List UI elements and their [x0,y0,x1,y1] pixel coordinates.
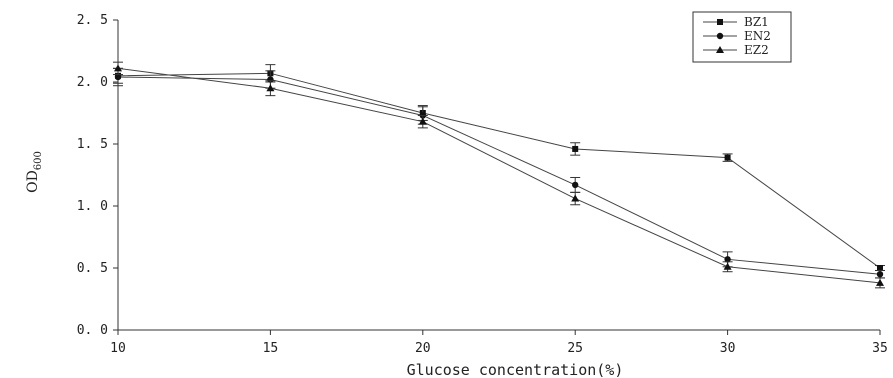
series-line-bz1 [118,73,880,268]
y-tick-label: 1. 5 [77,137,108,152]
legend-label-bz1: BZ1 [744,15,769,29]
data-point-bz1 [725,155,731,161]
plot-area: 10 15 20 25 30 35 0. 0 0. 5 1. 0 1. 5 2. 0 2. 5 [77,13,888,356]
x-tick-label: 30 [720,341,736,356]
series-en2 [113,68,885,278]
y-axis-title-main: OD [25,170,41,193]
legend-marker-bz1 [717,19,723,25]
data-point-ez2 [571,195,579,202]
y-tick-label: 1. 0 [77,199,108,214]
x-tick-label: 35 [872,341,888,356]
data-point-en2 [877,271,883,277]
series-line-ez2 [118,68,880,283]
x-ticks: 10 15 20 25 30 35 [110,330,888,356]
x-tick-label: 15 [263,341,279,356]
legend-label-ez2: EZ2 [744,43,769,57]
y-tick-label: 2. 0 [77,75,108,90]
y-tick-label: 2. 5 [77,13,108,28]
y-tick-label: 0. 0 [77,323,108,338]
x-tick-label: 25 [567,341,583,356]
x-tick-label: 20 [415,341,431,356]
legend-label-en2: EN2 [744,29,771,43]
series-line-en2 [118,77,880,274]
series-bz1 [113,65,885,271]
legend-box [693,12,791,62]
y-tick-label: 0. 5 [77,261,108,276]
y-axis-title-subscript: 600 [33,151,44,170]
data-point-en2 [572,182,578,188]
series-group [113,62,885,288]
x-axis-title: Glucose concentration(%) [407,361,624,378]
data-point-bz1 [572,146,578,152]
y-axis-title: OD600 [25,151,44,193]
y-ticks: 0. 0 0. 5 1. 0 1. 5 2. 0 2. 5 [77,13,118,338]
legend-marker-en2 [717,33,723,39]
series-ez2 [113,62,885,288]
x-tick-label: 10 [110,341,126,356]
